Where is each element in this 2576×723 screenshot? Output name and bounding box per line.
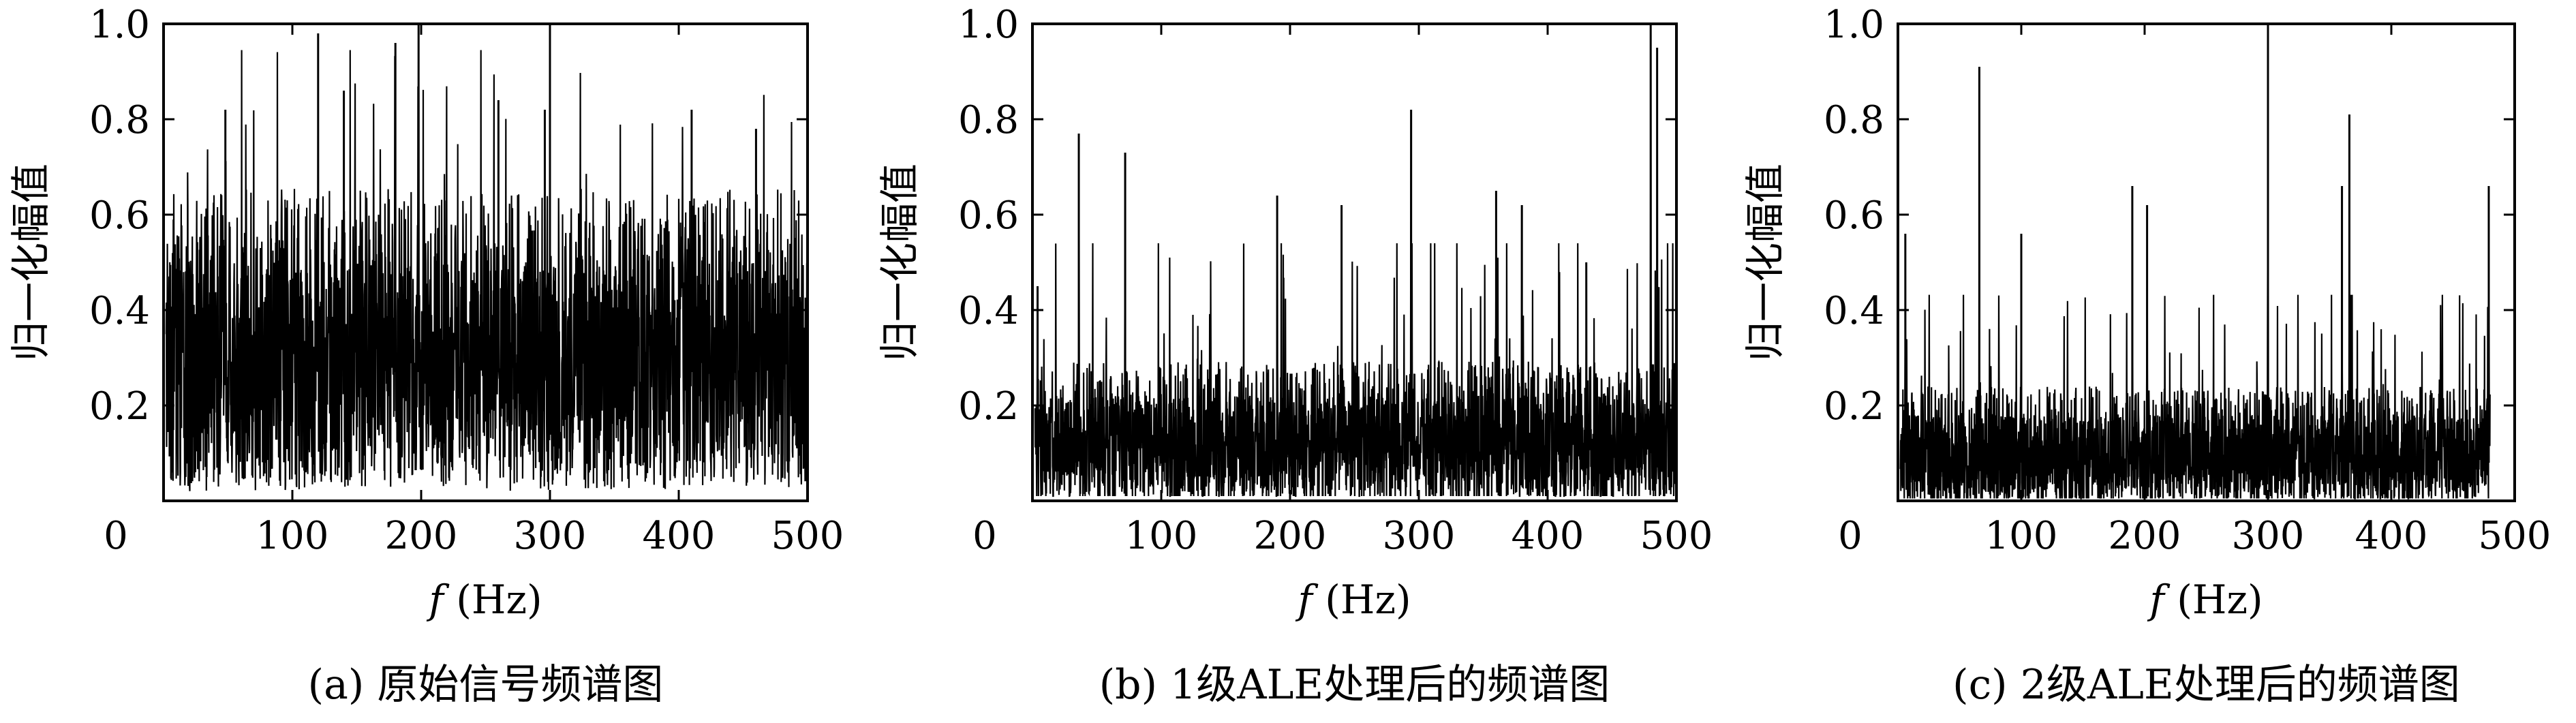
plot-frame bbox=[1031, 22, 1678, 502]
y-tick-label: 1.0 bbox=[1824, 3, 1884, 47]
y-axis-label: 归一化幅值 bbox=[876, 164, 923, 361]
x-tick-label: 500 bbox=[771, 514, 844, 558]
spectrum-line bbox=[165, 23, 809, 491]
y-axis-label: 归一化幅值 bbox=[7, 164, 54, 361]
x-tick-label: 400 bbox=[1512, 514, 1584, 558]
y-tick-label: 0.4 bbox=[1824, 289, 1884, 333]
y-tick-label: 0.2 bbox=[958, 384, 1019, 429]
spectrum-line bbox=[1034, 23, 1678, 497]
y-tick-label: 0.4 bbox=[958, 289, 1019, 333]
plot-frame bbox=[162, 22, 809, 502]
x-axis-variable: f bbox=[2147, 576, 2177, 623]
x-axis-label: f (Hz) bbox=[1295, 576, 1411, 623]
x-axis-unit: (Hz) bbox=[1325, 576, 1411, 623]
x-axis-label: f (Hz) bbox=[426, 576, 542, 623]
x-tick-label: 100 bbox=[1985, 514, 2058, 558]
panel-caption: (b) 1级ALE处理后的频谱图 bbox=[1099, 661, 1610, 709]
y-axis-label: 归一化幅值 bbox=[1742, 164, 1788, 361]
x-tick-label: 300 bbox=[514, 514, 587, 558]
y-tick-label: 1.0 bbox=[958, 3, 1019, 47]
x-axis-unit: (Hz) bbox=[2177, 576, 2263, 623]
x-axis-variable: f bbox=[1295, 576, 1325, 623]
x-tick-label: 0 bbox=[104, 514, 128, 558]
x-tick-label: 500 bbox=[2479, 514, 2551, 558]
x-axis-unit: (Hz) bbox=[456, 576, 542, 623]
x-axis-variable: f bbox=[426, 576, 456, 623]
y-tick-label: 0.8 bbox=[1824, 98, 1884, 142]
y-tick-label: 0.2 bbox=[1824, 384, 1884, 429]
chart-panel-3: 0 100 200 300 400 500 0.2 0.4 0.6 0.8 1.0 归一化幅值 f (H… bbox=[1742, 3, 2551, 709]
panel-caption: (c) 2级ALE处理后的频谱图 bbox=[1952, 661, 2460, 709]
y-tick-label: 0.2 bbox=[89, 384, 150, 429]
x-tick-label: 300 bbox=[2232, 514, 2305, 558]
y-tick-label: 0.6 bbox=[1824, 194, 1884, 238]
panel-caption: (a) 原始信号频谱图 bbox=[308, 661, 664, 709]
x-tick-label: 0 bbox=[972, 514, 997, 558]
x-tick-label: 500 bbox=[1640, 514, 1713, 558]
y-tick-label: 0.8 bbox=[958, 98, 1019, 142]
chart-panel-1: 0 100 200 300 400 500 0.2 0.4 0.6 0.8 1.0 归一化幅值 f (H… bbox=[7, 3, 844, 709]
y-tick-label: 0.4 bbox=[89, 289, 150, 333]
spectrum-line bbox=[1899, 23, 2491, 499]
x-tick-label: 0 bbox=[1838, 514, 1862, 558]
x-tick-label: 200 bbox=[2109, 514, 2181, 558]
x-tick-label: 200 bbox=[385, 514, 458, 558]
x-tick-label: 100 bbox=[1125, 514, 1198, 558]
plot-frame bbox=[1897, 22, 2516, 502]
y-tick-label: 1.0 bbox=[89, 3, 150, 47]
x-axis-label: f (Hz) bbox=[2147, 576, 2263, 623]
x-tick-label: 400 bbox=[2355, 514, 2428, 558]
x-tick-label: 100 bbox=[256, 514, 329, 558]
chart-panel-2: 0 100 200 300 400 500 0.2 0.4 0.6 0.8 1.0 归一化幅值 f (H… bbox=[876, 3, 1713, 709]
x-tick-label: 200 bbox=[1254, 514, 1327, 558]
x-tick-label: 300 bbox=[1383, 514, 1456, 558]
y-tick-label: 0.6 bbox=[89, 194, 150, 238]
y-tick-label: 0.6 bbox=[958, 194, 1019, 238]
y-tick-label: 0.8 bbox=[89, 98, 150, 142]
x-tick-label: 400 bbox=[643, 514, 716, 558]
